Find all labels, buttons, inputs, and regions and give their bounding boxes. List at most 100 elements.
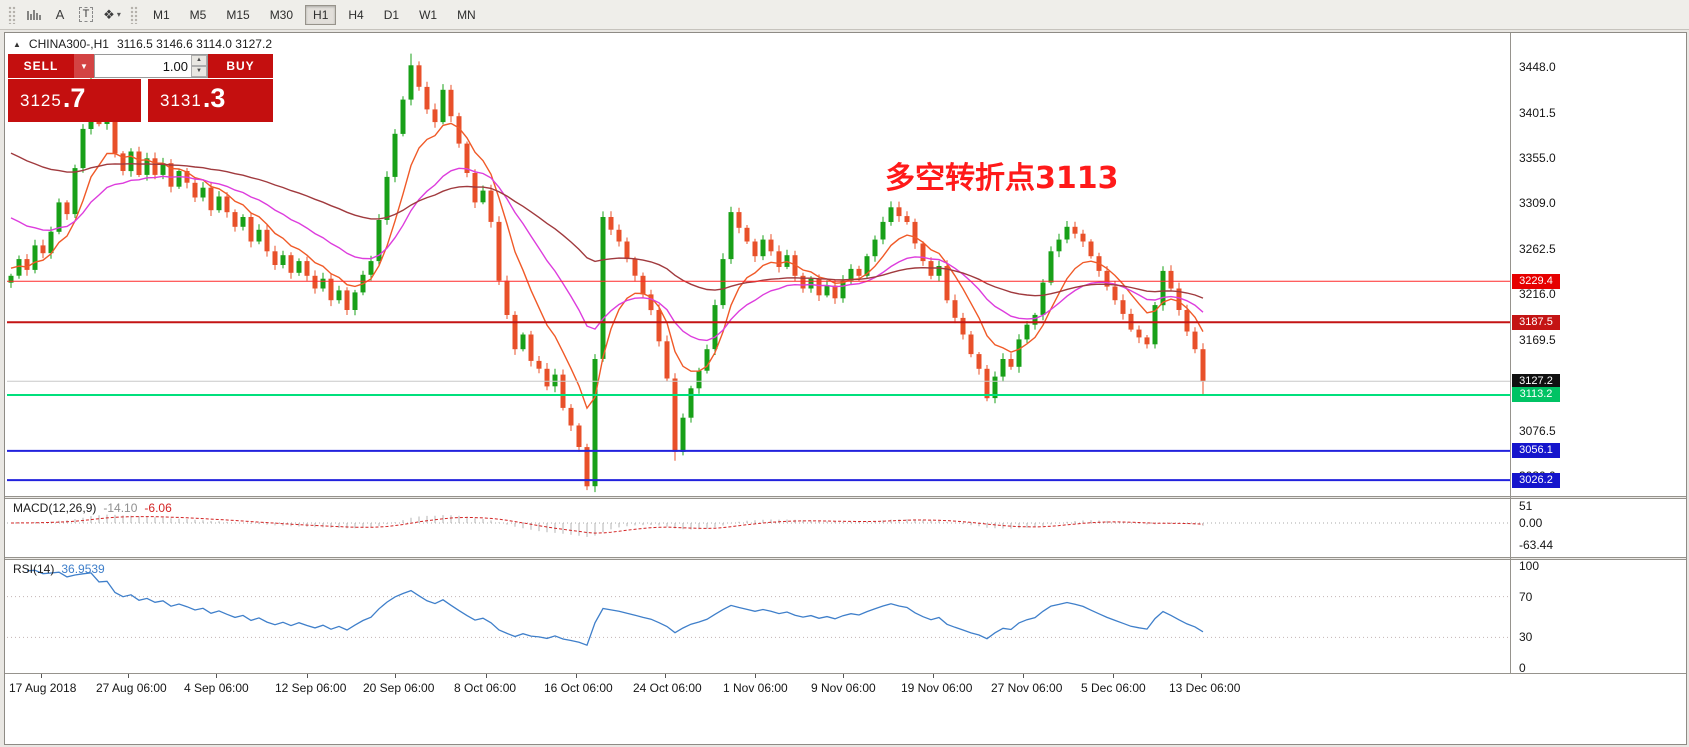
timeframe-m15-button[interactable]: M15: [218, 5, 257, 25]
date-tick: [307, 674, 308, 678]
date-axis-label: 13 Dec 06:00: [1169, 681, 1241, 695]
price-axis-label: 3355.0: [1519, 151, 1556, 166]
bars-pattern-icon[interactable]: [22, 4, 46, 26]
price-chart[interactable]: [7, 34, 1510, 501]
rsi-axis-label: 100: [1519, 559, 1540, 573]
chart-text-annotation[interactable]: 多空转折点3113: [885, 161, 1119, 196]
volume-dropdown-button[interactable]: ▼: [74, 54, 94, 78]
rsi-value: 36.9539: [61, 562, 105, 576]
toolbar: A T ❖ ▾ M1 M5 M15 M30 H1 H4 D1 W1 MN: [0, 0, 1689, 30]
price-axis-label: 3262.5: [1519, 241, 1556, 256]
timeframe-toolbar-grip[interactable]: [130, 5, 138, 24]
price-axis-label: 3401.5: [1519, 105, 1556, 120]
macd-axis-label: 51: [1519, 498, 1533, 513]
bars-pattern-glyph: [27, 9, 41, 20]
date-axis-label: 8 Oct 06:00: [454, 681, 517, 695]
arrows-glyph: ❖: [103, 6, 115, 22]
arrows-icon[interactable]: ❖ ▾: [100, 4, 124, 26]
sell-price-frac: .7: [62, 82, 86, 113]
rsi-axis-label: 30: [1519, 630, 1533, 645]
sell-price-main: 3125: [20, 90, 62, 110]
volume-field[interactable]: 1.00 ▲ ▼: [94, 54, 208, 78]
toolbar-grip[interactable]: [8, 5, 16, 24]
macd-panel[interactable]: [7, 499, 1510, 562]
date-tick: [1201, 674, 1202, 678]
macd-name: MACD(12,26,9): [13, 501, 97, 515]
date-axis-label: 16 Oct 06:00: [544, 681, 613, 695]
date-axis-label: 1 Nov 06:00: [723, 681, 788, 695]
date-tick: [665, 674, 666, 678]
text-a-glyph: A: [55, 7, 65, 22]
text-label-icon[interactable]: T: [74, 4, 98, 26]
price-badge: 3056.1: [1512, 443, 1560, 459]
price-axis-label: 3448.0: [1519, 60, 1556, 75]
price-axis-label: 3076.5: [1519, 423, 1556, 438]
text-a-icon[interactable]: A: [48, 4, 72, 26]
price-axis-line: [1510, 33, 1511, 674]
rsi-label: RSI(14) 36.9539: [13, 562, 105, 576]
timeframe-m30-button[interactable]: M30: [262, 5, 301, 25]
text-label-glyph: T: [78, 7, 94, 22]
timeframe-mn-button[interactable]: MN: [449, 5, 484, 25]
rsi-panel[interactable]: [7, 560, 1510, 678]
price-badge: 3127.2: [1512, 373, 1560, 389]
date-tick: [755, 674, 756, 678]
date-tick: [843, 674, 844, 678]
date-axis-label: 27 Nov 06:00: [991, 681, 1063, 695]
time-axis-line: [5, 673, 1686, 674]
rsi-name: RSI(14): [13, 562, 55, 576]
timeframe-h1-button[interactable]: H1: [305, 4, 337, 25]
macd-main-value: -14.10: [103, 501, 138, 515]
timeframe-d1-button[interactable]: D1: [376, 5, 407, 25]
volume-down-button[interactable]: ▼: [191, 66, 207, 77]
date-axis-label: 5 Dec 06:00: [1081, 681, 1146, 695]
timeframe-h4-button[interactable]: H4: [340, 5, 371, 25]
timeframe-m5-button[interactable]: M5: [182, 5, 215, 25]
price-axis-label: 3216.0: [1519, 287, 1556, 302]
rsi-axis-label: 70: [1519, 589, 1533, 604]
sell-price-button[interactable]: 3125.7: [8, 79, 141, 122]
date-axis-label: 24 Oct 06:00: [633, 681, 702, 695]
price-badge: 3229.4: [1512, 273, 1560, 289]
buy-price-button[interactable]: 3131.3: [148, 79, 273, 122]
date-axis-label: 12 Sep 06:00: [275, 681, 347, 695]
date-tick: [128, 674, 129, 678]
macd-axis-label: 0.00: [1519, 516, 1543, 530]
date-tick: [1113, 674, 1114, 678]
date-tick: [216, 674, 217, 678]
buy-price-main: 3131: [160, 90, 202, 110]
date-tick: [933, 674, 934, 678]
buy-button[interactable]: BUY: [208, 54, 273, 78]
chart-window: ▲ CHINA300-,H1 3116.5 3146.6 3114.0 3127…: [4, 32, 1687, 745]
panel-divider[interactable]: [5, 496, 1686, 499]
price-axis-label: 3309.0: [1519, 196, 1556, 211]
symbol-period-label: CHINA300-,H1: [28, 37, 109, 51]
price-badge: 3187.5: [1512, 314, 1560, 330]
date-axis-label: 4 Sep 06:00: [184, 681, 249, 695]
date-axis-label: 9 Nov 06:00: [811, 681, 876, 695]
panel-divider[interactable]: [5, 557, 1686, 560]
price-axis-label: 3169.5: [1519, 332, 1556, 347]
date-tick: [395, 674, 396, 678]
macd-label: MACD(12,26,9) -14.10 -6.06: [13, 501, 172, 515]
date-axis-label: 17 Aug 2018: [9, 681, 77, 695]
date-tick: [576, 674, 577, 678]
timeframe-w1-button[interactable]: W1: [411, 5, 445, 25]
sell-button[interactable]: SELL: [8, 54, 74, 78]
date-axis-label: 19 Nov 06:00: [901, 681, 973, 695]
date-axis-label: 27 Aug 06:00: [96, 681, 167, 695]
volume-up-button[interactable]: ▲: [191, 55, 207, 66]
date-tick: [1023, 674, 1024, 678]
date-tick: [41, 674, 42, 678]
chevron-down-icon: ▾: [116, 10, 121, 19]
buy-price-frac: .3: [202, 82, 226, 113]
collapse-icon[interactable]: ▲: [13, 39, 21, 49]
ohlc-values: 3116.5 3146.6 3114.0 3127.2: [116, 37, 272, 51]
price-badge: 3026.2: [1512, 472, 1560, 488]
macd-axis-label: -63.44: [1519, 537, 1554, 552]
chart-header: ▲ CHINA300-,H1 3116.5 3146.6 3114.0 3127…: [13, 37, 272, 51]
volume-value: 1.00: [162, 58, 188, 74]
timeframe-m1-button[interactable]: M1: [145, 5, 178, 25]
price-badge: 3113.2: [1512, 387, 1560, 403]
date-axis-label: 20 Sep 06:00: [363, 681, 435, 695]
